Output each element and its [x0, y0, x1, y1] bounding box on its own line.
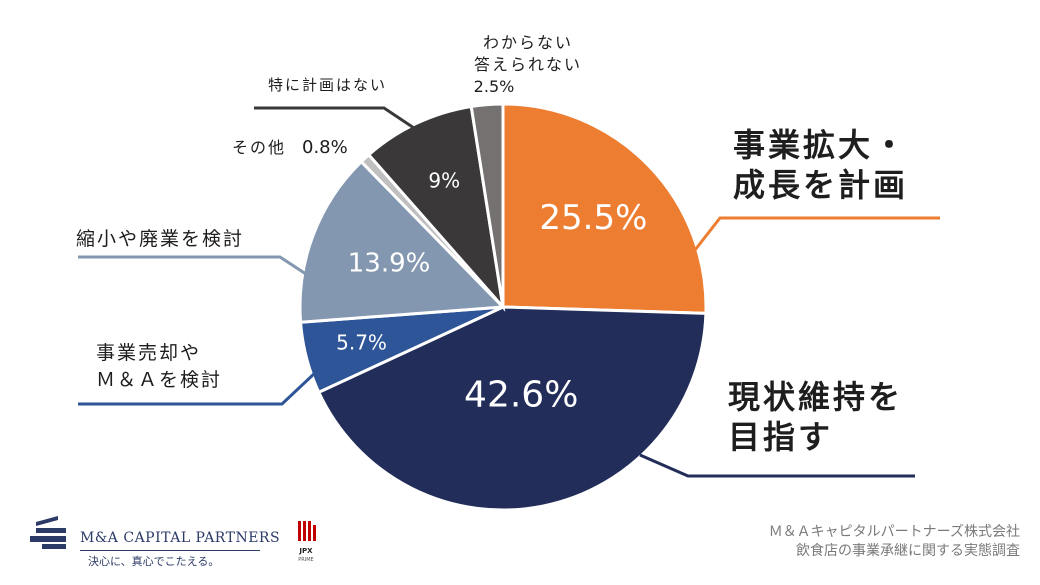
slice-category-label-4-line-0: その他 [232, 138, 286, 157]
logo-name: M&A CAPITAL PARTNERS [80, 530, 281, 546]
slice-category-label-0-line-1: 成長を計画 [733, 166, 908, 204]
pie-slice-1 [316, 305, 708, 512]
pie-slice-5 [366, 104, 506, 312]
slice-value-label-6: 2.5% [474, 77, 515, 96]
leader-line-0 [693, 216, 940, 251]
slice-category-label-6-line-0: わからない [483, 33, 573, 52]
leader-line-2 [78, 370, 318, 406]
slice-value-label-2: 5.7% [336, 330, 387, 354]
logo-tagline: 決心に、真心でこたえる。 [88, 555, 220, 568]
leader-line-5 [254, 106, 421, 134]
slice-category-label-6-line-1: 答えられない [474, 55, 582, 74]
leader-line-3 [78, 255, 313, 280]
pie-slice-3 [298, 159, 507, 324]
slice-category-label-2-line-0: 事業売却や [96, 342, 201, 364]
slice-value-label-5: 9% [428, 169, 460, 193]
leader-line-1 [639, 453, 915, 478]
slice-category-label-0-line-0: 事業拡大・ [733, 126, 908, 164]
company-logo: M&A CAPITAL PARTNERS 決心に、真心でこたえる。 [28, 514, 281, 574]
logo-divider [80, 550, 260, 551]
slice-category-label-5-line-0: 特に計画はない [268, 76, 387, 94]
pie-slice-0 [501, 102, 708, 315]
slice-value-label-0: 25.5% [539, 198, 647, 238]
slice-value-label-3: 13.9% [348, 248, 431, 278]
jpx-sublabel: PRIME [298, 557, 314, 563]
slice-category-label-2-line-1: Ｍ＆Ａを検討 [96, 369, 222, 391]
slice-value-label-4: 0.8% [302, 137, 348, 158]
slice-category-label-3-line-0: 縮小や廃業を検討 [76, 228, 244, 250]
slice-value-label-1: 42.6% [464, 375, 578, 416]
slice-category-label-1-line-0: 現状維持を [728, 378, 903, 416]
pie-slice-6 [469, 102, 505, 308]
slice-category-label-1-line-1: 目指す [728, 418, 833, 456]
jpx-icon [298, 521, 316, 541]
source-note: Ｍ＆Ａキャピタルパートナーズ株式会社 飲食店の事業承継に関する実態調査 [769, 523, 1020, 561]
source-survey: 飲食店の事業承継に関する実態調査 [796, 543, 1020, 559]
pie-slices [298, 102, 708, 512]
building-icon [30, 516, 66, 549]
jpx-prime-badge: JPX PRIME [286, 517, 326, 567]
source-company: Ｍ＆Ａキャピタルパートナーズ株式会社 [768, 524, 1020, 540]
jpx-label: JPX [299, 547, 313, 555]
